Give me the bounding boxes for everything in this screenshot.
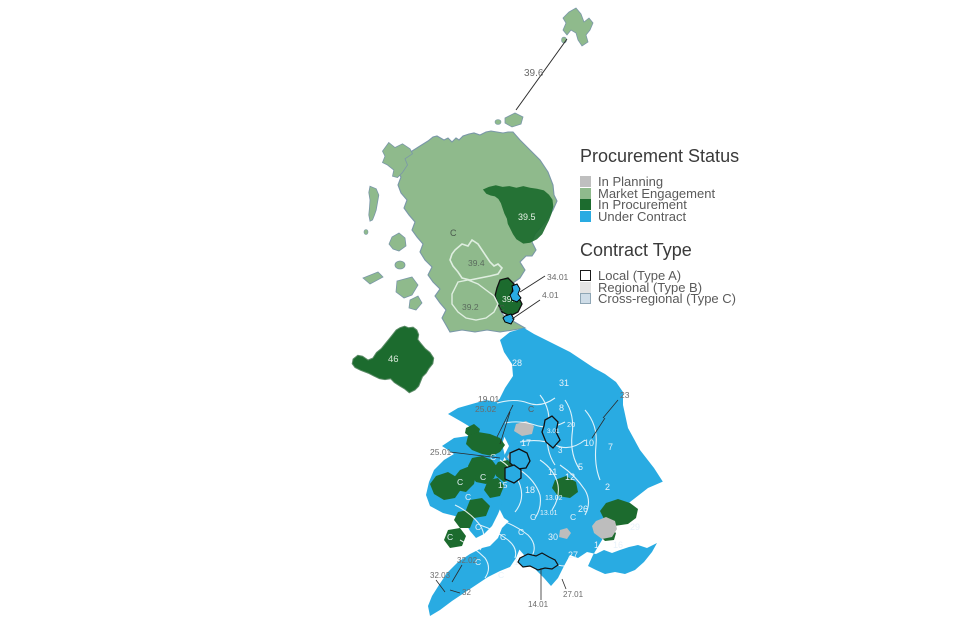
svg-text:15: 15: [498, 480, 508, 490]
svg-text:39.5: 39.5: [518, 212, 536, 222]
svg-text:39.4: 39.4: [468, 258, 485, 268]
svg-text:17: 17: [521, 438, 531, 448]
svg-text:25.02: 25.02: [475, 404, 497, 414]
svg-text:8: 8: [559, 403, 564, 413]
svg-text:10: 10: [584, 438, 594, 448]
svg-text:C: C: [498, 570, 504, 580]
svg-text:34.01: 34.01: [547, 272, 569, 282]
svg-text:C: C: [530, 512, 536, 522]
svg-text:1: 1: [594, 540, 599, 550]
svg-text:46: 46: [388, 354, 399, 365]
svg-text:C: C: [450, 228, 457, 238]
svg-text:30: 30: [548, 532, 558, 542]
svg-text:4.01: 4.01: [542, 290, 559, 300]
svg-text:39.6: 39.6: [524, 68, 544, 79]
svg-text:32.03: 32.03: [430, 571, 451, 580]
svg-text:13.02: 13.02: [545, 495, 563, 502]
svg-text:C: C: [500, 532, 506, 542]
svg-text:C: C: [518, 527, 524, 537]
svg-text:3.01: 3.01: [547, 428, 560, 435]
svg-text:C: C: [480, 472, 486, 482]
svg-text:39.2: 39.2: [462, 302, 479, 312]
svg-text:27.01: 27.01: [563, 590, 584, 599]
svg-text:3: 3: [558, 446, 563, 455]
svg-text:16: 16: [613, 540, 623, 550]
svg-text:19.01: 19.01: [478, 394, 500, 404]
svg-text:C: C: [465, 492, 471, 502]
svg-text:14.01: 14.01: [528, 600, 549, 609]
svg-text:12: 12: [565, 472, 575, 482]
svg-text:11: 11: [548, 467, 557, 477]
svg-text:28: 28: [512, 358, 522, 368]
svg-text:C: C: [499, 304, 505, 313]
svg-text:25.01: 25.01: [430, 447, 452, 457]
svg-text:29: 29: [630, 522, 640, 532]
svg-text:C: C: [447, 532, 453, 542]
svg-text:C: C: [570, 512, 576, 522]
svg-text:2: 2: [605, 482, 610, 492]
svg-text:13.01: 13.01: [540, 510, 558, 517]
svg-text:32.02: 32.02: [457, 556, 478, 565]
svg-text:23: 23: [620, 390, 630, 400]
svg-text:31: 31: [559, 378, 569, 388]
svg-text:5: 5: [578, 462, 583, 472]
svg-text:C: C: [528, 404, 534, 414]
svg-text:20: 20: [567, 420, 575, 429]
svg-text:32: 32: [462, 588, 471, 597]
svg-text:26: 26: [578, 504, 588, 514]
svg-text:7: 7: [608, 442, 613, 452]
svg-text:27: 27: [568, 550, 578, 560]
svg-text:C: C: [457, 477, 463, 487]
svg-text:C: C: [475, 522, 481, 532]
svg-text:18: 18: [525, 485, 535, 495]
